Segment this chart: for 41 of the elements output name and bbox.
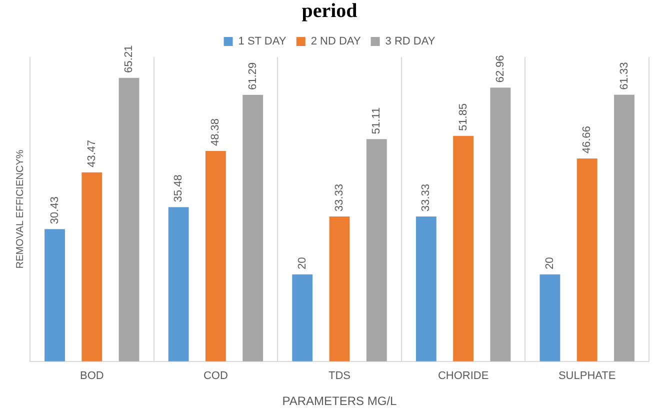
data-label: 20 [296, 257, 308, 270]
chart-title: period [302, 0, 358, 22]
x-axis-title: PARAMETERS MG/L [282, 394, 398, 408]
bar [168, 207, 189, 362]
bar [242, 94, 264, 362]
x-tick-label: CHORIDE [438, 370, 489, 382]
data-label: 51.11 [370, 107, 383, 134]
bar [614, 94, 634, 362]
data-label: 62.96 [494, 55, 506, 83]
data-label: 51.85 [457, 103, 470, 131]
bar [576, 158, 598, 362]
data-label: 33.33 [420, 184, 432, 212]
x-tick-label: TDS [328, 370, 350, 382]
legend-label: 3 RD DAY [385, 36, 436, 48]
data-label: 35.48 [172, 174, 185, 202]
data-label: 61.33 [618, 62, 630, 90]
x-tick-label: COD [203, 370, 228, 382]
data-label: 30.43 [48, 196, 61, 224]
data-label: 43.47 [86, 140, 98, 168]
bar [366, 139, 387, 362]
data-label: 20 [544, 257, 556, 270]
bar [292, 274, 313, 362]
bar [540, 274, 560, 362]
data-label: 33.33 [334, 184, 346, 212]
bar [118, 78, 140, 362]
data-label: 65.21 [123, 45, 136, 73]
bar [82, 172, 102, 362]
bar [329, 216, 350, 362]
bar [416, 216, 436, 362]
bar [44, 229, 65, 362]
legend-label: 2 ND DAY [310, 36, 362, 48]
bar [490, 88, 511, 362]
x-tick-label: SULPHATE [558, 370, 616, 382]
bar [205, 151, 226, 362]
y-axis-title: REMOVAL EFFICIENCY% [14, 150, 26, 269]
data-label: 48.38 [210, 118, 222, 146]
legend-label: 1 ST DAY [238, 36, 287, 48]
data-label: 61.29 [246, 62, 259, 90]
bar [453, 136, 474, 362]
data-label: 46.66 [581, 126, 594, 154]
x-tick-label: BOD [80, 370, 104, 382]
